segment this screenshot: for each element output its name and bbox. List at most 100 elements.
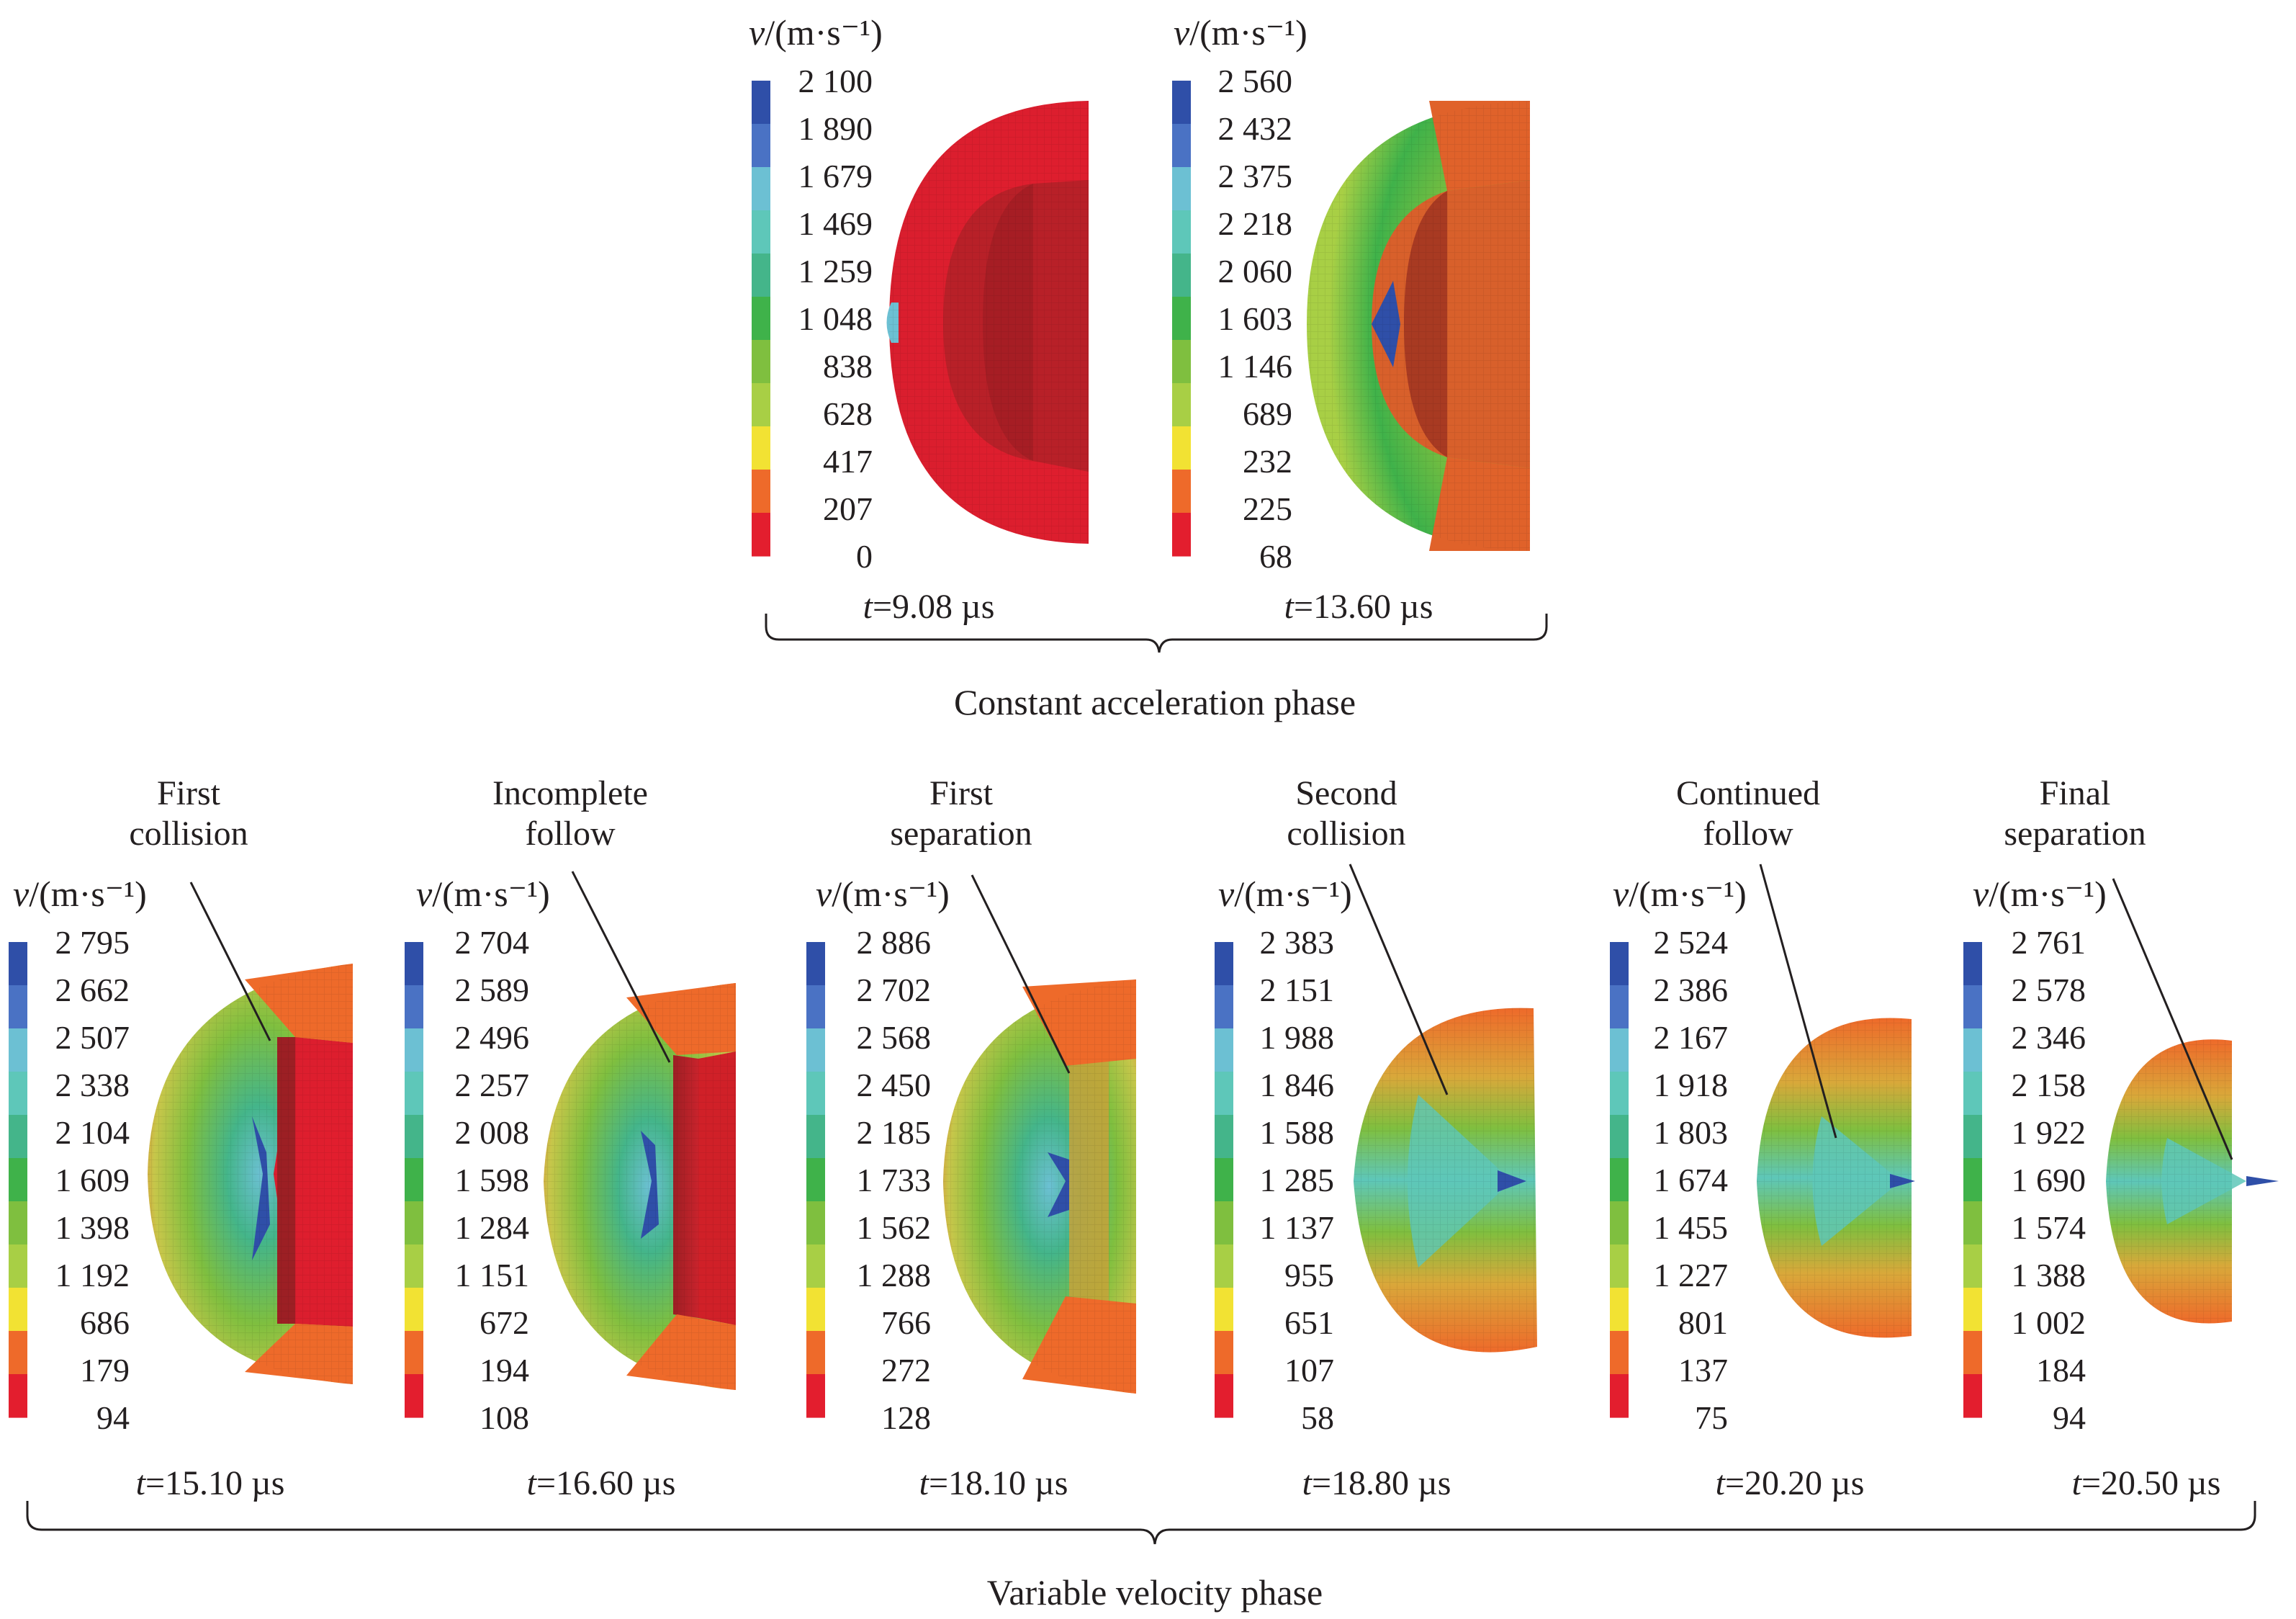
colour-bar-segment bbox=[1172, 254, 1191, 297]
colour-bar-segment bbox=[1215, 1201, 1233, 1245]
colour-bar bbox=[1215, 942, 1233, 1418]
colour-bar-tick-label: 628 bbox=[823, 395, 873, 432]
colour-bar-segment bbox=[1172, 426, 1191, 470]
colour-bar-tick-label: 1 574 bbox=[2012, 1209, 2086, 1246]
projectile-shape-1 bbox=[886, 101, 1089, 544]
colour-bar-tick-label: 1 259 bbox=[798, 253, 873, 290]
leader-line-continued-follow bbox=[1759, 864, 1837, 1139]
colour-bar-tick-label: 1 455 bbox=[1654, 1209, 1729, 1246]
colour-bar-segment bbox=[1610, 1028, 1629, 1072]
colour-bar-tick-label: 1 674 bbox=[1654, 1162, 1729, 1198]
colour-bar-segment bbox=[9, 1158, 27, 1202]
colour-bar bbox=[1610, 942, 1629, 1418]
colour-bar-segment bbox=[1963, 1115, 1982, 1159]
colour-bar-segment bbox=[9, 1201, 27, 1245]
colour-bar-segment bbox=[1963, 1072, 1982, 1116]
unit-label: v/(m·s⁻¹) bbox=[1218, 874, 1352, 914]
colour-bar-tick-label: 2 257 bbox=[455, 1067, 530, 1103]
colour-bar-tick-label: 2 761 bbox=[2012, 924, 2086, 961]
panel-5: 2 886 2 702 2 568 2 450 2 185 1 733 1 562 1 288… bbox=[806, 774, 1068, 1502]
colour-bar-tick-label: 2 589 bbox=[455, 972, 530, 1008]
unit-label: v/(m·s⁻¹) bbox=[749, 12, 883, 53]
unit-label: v/(m·s⁻¹) bbox=[1613, 874, 1747, 914]
unit-label: v/(m·s⁻¹) bbox=[13, 874, 147, 914]
colour-bar-segment bbox=[9, 1331, 27, 1375]
colour-bar-tick-label: 955 bbox=[1284, 1257, 1334, 1293]
colour-bar-segment bbox=[405, 1374, 423, 1418]
colour-bar-tick-label: 2 886 bbox=[857, 924, 932, 961]
colour-bar-tick-label: 2 218 bbox=[1218, 205, 1293, 242]
time-label: t=15.10 µs bbox=[136, 1464, 285, 1502]
colour-bar-tick-label: 1 192 bbox=[55, 1257, 130, 1293]
colour-bar-segment bbox=[1215, 985, 1233, 1029]
colour-bar-segment bbox=[806, 942, 825, 986]
colour-bar-segment bbox=[1172, 210, 1191, 254]
stage-caption: follow bbox=[525, 815, 616, 853]
colour-bar-tick-label: 1 918 bbox=[1654, 1067, 1729, 1103]
colour-bar-tick-label: 1 803 bbox=[1654, 1114, 1729, 1151]
colour-bar-tick-label: 2 704 bbox=[455, 924, 530, 961]
colour-bar-tick-label: 1 846 bbox=[1260, 1067, 1335, 1103]
projectile-shape-6 bbox=[1354, 1008, 1537, 1353]
colour-bar bbox=[1963, 942, 1982, 1418]
colour-bar-tick-label: 2 383 bbox=[1260, 924, 1335, 961]
colour-bar-tick-label: 225 bbox=[1243, 490, 1292, 527]
colour-bar-segment bbox=[806, 1115, 825, 1159]
colour-bar-segment bbox=[806, 1028, 825, 1072]
colour-bar-tick-label: 2 568 bbox=[857, 1019, 932, 1056]
colour-bar-tick-label: 179 bbox=[80, 1352, 130, 1389]
colour-bar-segment bbox=[1215, 1331, 1233, 1375]
colour-bar-tick-label: 2 795 bbox=[55, 924, 130, 961]
stage-caption: First bbox=[929, 774, 994, 812]
colour-bar-segment bbox=[1215, 1158, 1233, 1202]
stage-caption: separation bbox=[2004, 815, 2146, 853]
colour-bar-tick-label: 128 bbox=[881, 1399, 931, 1436]
colour-bar-segment bbox=[9, 1288, 27, 1332]
panel-1: 2 100 1 890 1 679 1 469 1 259 1 048 838 628 417 2… bbox=[749, 12, 994, 626]
colour-bar-segment bbox=[405, 942, 423, 986]
colour-bar-segment bbox=[752, 383, 770, 427]
leader-line-incomplete-follow bbox=[571, 871, 671, 1063]
colour-bar-segment bbox=[405, 1244, 423, 1288]
colour-bar-tick-label: 2 100 bbox=[798, 63, 873, 99]
colour-bar-segment bbox=[405, 1158, 423, 1202]
colour-bar bbox=[405, 942, 423, 1418]
colour-bar-tick-label: 1 733 bbox=[857, 1162, 932, 1198]
colour-bar-segment bbox=[1610, 1374, 1629, 1418]
colour-bar-segment bbox=[1215, 1115, 1233, 1159]
colour-bar-segment bbox=[752, 426, 770, 470]
colour-bar-segment bbox=[1610, 1158, 1629, 1202]
stage-caption: follow bbox=[1703, 815, 1793, 853]
colour-bar-tick-label: 1 609 bbox=[55, 1162, 130, 1198]
colour-bar-segment bbox=[806, 1288, 825, 1332]
colour-bar bbox=[1172, 81, 1191, 557]
time-label: t=18.80 µs bbox=[1302, 1464, 1451, 1502]
colour-bar bbox=[752, 81, 770, 557]
colour-bar-tick-label: 137 bbox=[1678, 1352, 1728, 1389]
colour-bar-segment bbox=[1215, 1072, 1233, 1116]
colour-bar-tick-label: 689 bbox=[1243, 395, 1292, 432]
unit-label: v/(m·s⁻¹) bbox=[1174, 12, 1307, 53]
colour-bar-tick-label: 1 048 bbox=[798, 300, 873, 337]
leader-line-first-collision bbox=[189, 882, 271, 1041]
colour-bar-tick-label: 207 bbox=[823, 490, 873, 527]
projectile-shape-5 bbox=[943, 979, 1136, 1394]
colour-bar-segment bbox=[806, 985, 825, 1029]
colour-bar-segment bbox=[806, 1331, 825, 1375]
colour-bar-tick-label: 1 388 bbox=[2012, 1257, 2086, 1293]
colour-bar-tick-label: 2 450 bbox=[857, 1067, 932, 1103]
colour-bar-segment bbox=[1215, 1288, 1233, 1332]
time-label: t=18.10 µs bbox=[919, 1464, 1068, 1502]
colour-bar-segment bbox=[1610, 1331, 1629, 1375]
colour-bar-segment bbox=[1963, 1158, 1982, 1202]
colour-bar-segment bbox=[1610, 1201, 1629, 1245]
colour-bar-tick-label: 2 524 bbox=[1654, 924, 1729, 961]
colour-bar-segment bbox=[1215, 1374, 1233, 1418]
colour-bar-segment bbox=[1963, 1028, 1982, 1072]
stage-caption: Incomplete bbox=[492, 774, 648, 812]
colour-bar-tick-label: 2 432 bbox=[1218, 110, 1293, 147]
colour-bar-segment bbox=[405, 1072, 423, 1116]
colour-bar-tick-label: 1 988 bbox=[1260, 1019, 1335, 1056]
colour-bar-segment bbox=[752, 340, 770, 384]
colour-bar-segment bbox=[752, 81, 770, 125]
